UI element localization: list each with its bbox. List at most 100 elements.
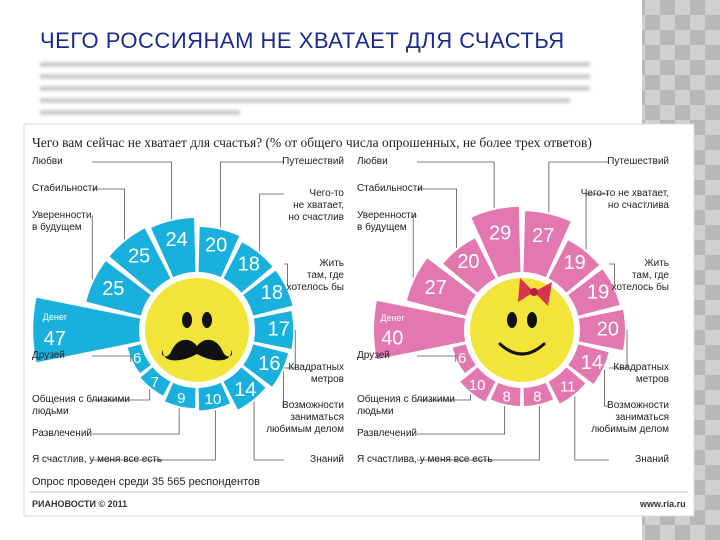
- category-label: Любви: [32, 156, 63, 167]
- blurred-text: [40, 62, 590, 115]
- petal: [523, 211, 571, 278]
- slide-title: ЧЕГО РОССИЯНАМ НЕ ХВАТАЕТ ДЛЯ СЧАСТЬЯ: [40, 28, 565, 53]
- value-label: 18: [261, 282, 283, 304]
- leader-line: [548, 161, 609, 213]
- category-label: Путешествий: [607, 156, 669, 167]
- value-label: 6: [133, 350, 141, 367]
- category-label: Денег: [380, 313, 405, 323]
- leader-line: [417, 161, 495, 208]
- infographic-title: Чего вам сейчас не хватает для счастья? …: [32, 135, 592, 150]
- petal: [374, 300, 466, 360]
- value-label: 27: [425, 277, 447, 299]
- category-label: Чего-то не хватает, но счастлив: [288, 188, 344, 223]
- petal: [578, 309, 625, 351]
- value-label: 20: [457, 251, 479, 273]
- category-label: Путешествий: [282, 156, 344, 167]
- leader-line: [259, 193, 284, 252]
- petal: [443, 238, 496, 293]
- leader-line: [609, 263, 615, 286]
- leader-line: [283, 371, 284, 407]
- petal: [151, 218, 196, 278]
- category-label: Квадратных метров: [288, 362, 344, 385]
- leader-line: [609, 330, 628, 369]
- petal: [452, 344, 476, 374]
- petal: [548, 240, 600, 293]
- petal: [471, 206, 521, 278]
- value-label: 7: [151, 374, 159, 391]
- value-label: 10: [469, 377, 486, 394]
- leader-line: [284, 330, 296, 369]
- category-label: Возможности заниматься любимым делом: [266, 400, 344, 435]
- category-label: Я счастлива, у меня все есть: [357, 454, 493, 465]
- petal: [243, 344, 289, 387]
- leader-line: [412, 215, 417, 278]
- survey-note: Опрос проведен среди 35 565 респондентов: [32, 476, 260, 488]
- petal: [109, 228, 171, 293]
- value-label: 10: [205, 391, 222, 408]
- value-label: 17: [268, 318, 290, 340]
- petal: [223, 367, 266, 410]
- leader-line: [92, 188, 125, 240]
- category-label: Денег: [43, 312, 68, 322]
- eye: [202, 312, 212, 328]
- mustache: [161, 339, 233, 361]
- value-label: 18: [238, 253, 260, 275]
- petal: [164, 382, 196, 409]
- leader-line: [417, 406, 506, 435]
- value-label: 11: [560, 378, 576, 395]
- value-label: 6: [458, 350, 466, 367]
- petal: [140, 367, 171, 396]
- leader-line: [92, 161, 173, 219]
- petal: [198, 382, 231, 411]
- value-label: 14: [234, 379, 256, 401]
- category-label: Знаний: [310, 454, 344, 465]
- petal: [490, 382, 521, 406]
- value-label: 14: [581, 352, 603, 374]
- category-label: Общения с близкими людьми: [357, 394, 455, 417]
- category-label: Квадратных метров: [613, 362, 669, 385]
- category-label: Развлечений: [357, 428, 417, 439]
- category-label: Я счастлив, у меня все есть: [32, 454, 163, 465]
- value-label: 40: [381, 327, 403, 349]
- value-label: 9: [177, 390, 185, 407]
- value-label: 47: [44, 328, 66, 350]
- site: www.ria.ru: [640, 499, 686, 509]
- petal: [86, 261, 151, 316]
- category-label: Друзей: [357, 350, 390, 361]
- value-label: 24: [166, 229, 188, 251]
- category-label: Уверенности в будущем: [357, 210, 417, 233]
- value-label: 8: [533, 388, 541, 405]
- petal: [523, 382, 554, 406]
- petal: [460, 367, 496, 402]
- category-label: Любви: [357, 156, 388, 167]
- petal: [33, 297, 141, 363]
- value-label: 27: [532, 225, 554, 247]
- leader-line: [417, 394, 471, 401]
- credit: РИАНОВОСТИ © 2011: [32, 499, 128, 509]
- category-label: Друзей: [32, 350, 65, 361]
- face: [145, 278, 249, 382]
- category-label: Общения с близкими людьми: [32, 394, 130, 417]
- category-label: Возможности заниматься любимым делом: [591, 400, 669, 435]
- petal: [243, 270, 293, 316]
- petal: [198, 227, 240, 278]
- leader-line: [253, 401, 284, 461]
- value-label: 25: [102, 278, 124, 300]
- category-label: Чего-то не хватает, но счастлива: [580, 188, 669, 211]
- value-label: 29: [489, 222, 511, 244]
- leader-line: [92, 389, 151, 401]
- leader-line: [574, 396, 609, 461]
- leader-line: [92, 410, 216, 461]
- petal: [127, 344, 151, 374]
- eye: [507, 312, 517, 328]
- leader-line: [417, 188, 457, 248]
- category-label: Жить там, где хотелось бы: [611, 258, 669, 293]
- value-label: 20: [597, 318, 619, 340]
- value-label: 19: [587, 282, 609, 304]
- petal: [548, 367, 586, 404]
- category-label: Знаний: [635, 454, 669, 465]
- smile: [498, 342, 546, 356]
- leader-line: [92, 408, 180, 435]
